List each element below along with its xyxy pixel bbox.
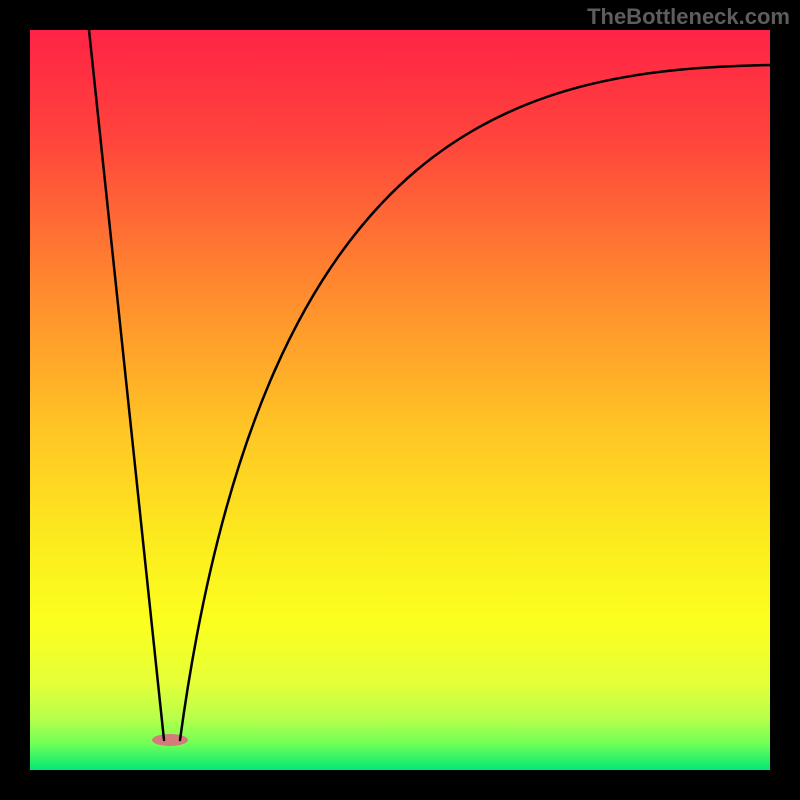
chart-background xyxy=(30,30,770,770)
watermark-text: TheBottleneck.com xyxy=(587,4,790,30)
optimal-marker xyxy=(152,734,188,746)
chart-container: TheBottleneck.com xyxy=(0,0,800,800)
bottleneck-chart xyxy=(0,0,800,800)
